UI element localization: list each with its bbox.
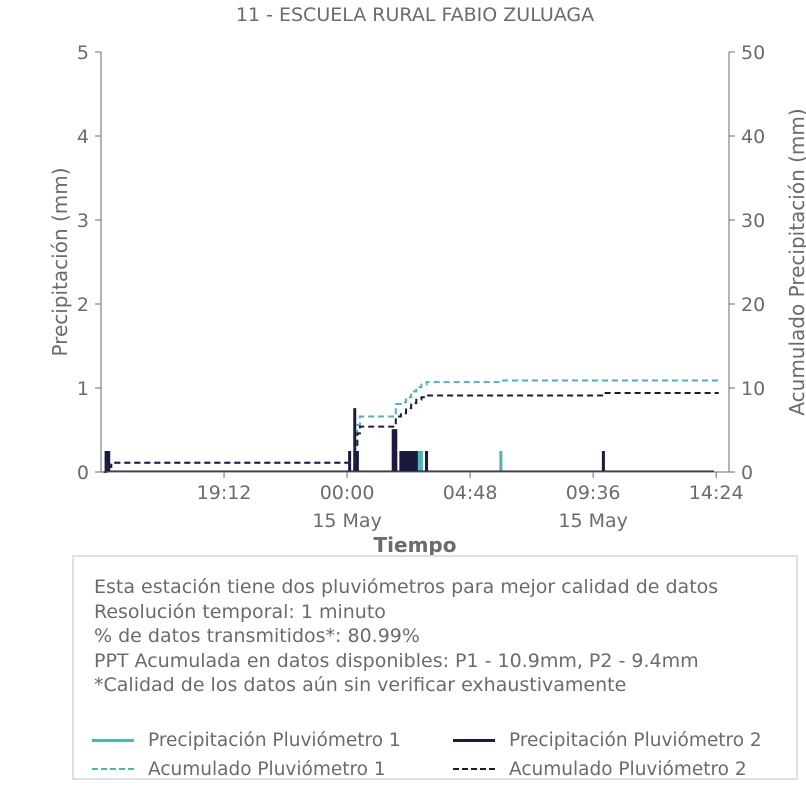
info-line-quality: *Calidad de los datos aún sin verificar … <box>94 674 627 696</box>
y-tick-label-right: 20 <box>741 294 765 316</box>
y-axis-left-title: Precipitación (mm) <box>48 167 72 356</box>
info-line-pluviometers: Esta estación tiene dos pluviómetros par… <box>94 576 719 598</box>
legend-item-accum-2: Acumulado Pluviómetro 2 <box>453 758 747 780</box>
x-tick-label: 19:12 <box>197 482 252 504</box>
info-line-accumulated: PPT Acumulada en datos disponibles: P1 -… <box>94 649 699 672</box>
y-tick-label-left: 3 <box>77 210 89 232</box>
y-tick-label-left: 4 <box>77 126 89 148</box>
info-box: Esta estación tiene dos pluviómetros par… <box>72 555 798 780</box>
chart-title: 11 - ESCUELA RURAL FABIO ZULUAGA <box>236 4 594 26</box>
y-tick-label-right: 40 <box>741 126 765 148</box>
x-tick-sublabel: 15 May <box>558 510 628 532</box>
y-tick-label-right: 30 <box>741 210 765 232</box>
y-tick-label-left: 0 <box>77 462 89 484</box>
x-tick-label: 04:48 <box>443 482 498 504</box>
legend-label-accum-1: Acumulado Pluviómetro 1 <box>148 758 386 780</box>
legend-swatch-accum-1 <box>92 768 134 770</box>
series-line-accum-2 <box>103 392 719 473</box>
y-tick-label-left: 2 <box>77 294 89 316</box>
legend-label-precip-2: Precipitación Pluviómetro 2 <box>509 729 762 751</box>
x-tick-sublabel: 15 May <box>312 510 382 532</box>
y-tick-label-right: 50 <box>741 42 765 64</box>
plot-area <box>103 379 719 473</box>
x-axis-title: Tiempo <box>374 533 457 557</box>
legend-label-accum-2: Acumulado Pluviómetro 2 <box>509 758 747 780</box>
x-tick-label: 00:00 <box>320 482 375 504</box>
y-axis-right-title: Acumulado Precipitación (mm) <box>785 108 806 415</box>
legend-item-precip-2: Precipitación Pluviómetro 2 <box>453 729 762 751</box>
legend-swatch-accum-2 <box>453 768 495 770</box>
legend-label-precip-1: Precipitación Pluviómetro 1 <box>148 729 401 751</box>
info-line-resolution: Resolución temporal: 1 minuto <box>94 600 386 623</box>
legend-swatch-precip-2 <box>453 738 495 742</box>
info-lines: Esta estación tiene dos pluviómetros par… <box>94 575 718 698</box>
y-tick-label-right: 10 <box>741 378 765 400</box>
x-tick-label: 09:36 <box>566 482 621 504</box>
y-tick-label-left: 1 <box>77 378 89 400</box>
legend-item-precip-1: Precipitación Pluviómetro 1 <box>92 729 401 751</box>
y-tick-label-left: 5 <box>77 42 89 64</box>
info-line-transmitted: % de datos transmitidos*: 80.99% <box>94 625 420 647</box>
legend-swatch-precip-1 <box>92 738 134 742</box>
y-tick-label-right: 0 <box>741 462 753 484</box>
legend-item-accum-1: Acumulado Pluviómetro 1 <box>92 758 386 780</box>
x-tick-label: 14:24 <box>689 482 744 504</box>
